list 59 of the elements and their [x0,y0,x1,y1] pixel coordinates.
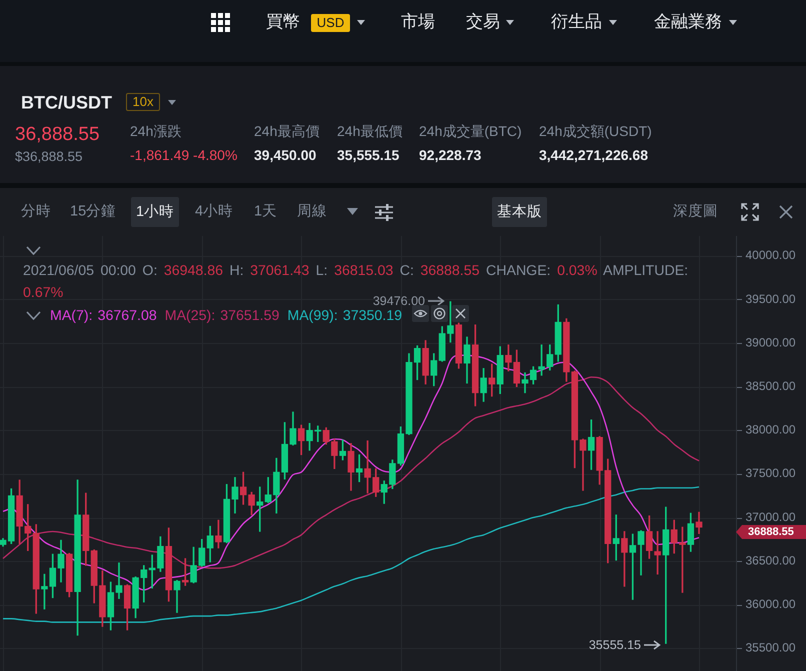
text: 周線 [297,204,327,220]
text: 衍生品 [551,12,602,32]
annotation: 36767.08 [98,308,157,324]
annotation: H: [229,263,244,279]
y-tick-label: 37000.00 [746,510,796,524]
text: 36,888.55 [15,124,100,146]
text: 3,442,271,226.68 [539,146,648,164]
chart-title: BTC/USDT [21,92,112,114]
text: 買幣 [266,12,300,32]
annotation: 36948.86 [164,263,224,279]
y-tick-label: 39500.00 [746,292,796,306]
annotation: O: [142,263,158,279]
candlestick [215,520,222,548]
text: -1,861.49 -4.80% [130,146,238,164]
annotation: 36888.55 [420,263,480,279]
annotation: 0.03% [557,263,598,279]
text: MA(7): [50,308,93,324]
text: MA(99): [287,308,338,324]
text: 35,555.15 [337,146,400,164]
text: 24h漲跌 [130,122,182,140]
text: MA(25): [164,308,216,324]
y-tick-label: 38500.00 [746,379,796,394]
text: 金融業務 [654,12,722,32]
text: 24h成交額(USDT) [539,122,652,140]
y-tick-label: 38000.00 [746,422,796,437]
text: 24h最高價 [254,122,320,140]
annotation: C: [400,263,414,279]
annotation: 37651.59 [220,308,280,324]
annotation: 0.67% [23,285,64,301]
text: 39,450.00 [254,146,316,164]
y-tick-label: 40000.00 [746,248,796,262]
y-tick-label: 35500.00 [746,640,796,655]
y-tick-label: 36000.00 [746,597,796,612]
text: 市場 [401,12,435,32]
annotation: AMPLITUDE: [602,263,688,279]
text: 92,228.73 [419,146,482,164]
annotation: 39476.00 [372,293,425,308]
text: 分時 [21,204,51,220]
text: 24h成交量(BTC) [419,122,522,140]
annotation: 2021/06/05 00:00 [23,263,136,279]
text: 4小時 [195,204,234,220]
line-series [2,486,700,623]
annotation: CHANGE: [486,263,551,279]
text: 交易 [466,12,500,32]
annotation: 37350.19 [342,308,402,324]
text: 深度圖 [673,204,718,220]
text: 24h最低價 [337,122,402,140]
annotation: L: [316,263,328,279]
y-tick-label: 37500.00 [746,466,796,480]
y-tick-label: 36500.00 [746,553,796,568]
annotation: 36815.03 [334,263,394,279]
annotation: 37061.43 [250,263,310,279]
candlestick [654,531,661,575]
text: 15分鐘 [70,204,116,220]
annotation: 35555.15 [588,638,641,652]
text: $36,888.55 [15,149,83,165]
text: 36888.55 [748,525,794,539]
text: 1天 [254,204,278,220]
y-tick-label: 39000.00 [746,335,796,350]
